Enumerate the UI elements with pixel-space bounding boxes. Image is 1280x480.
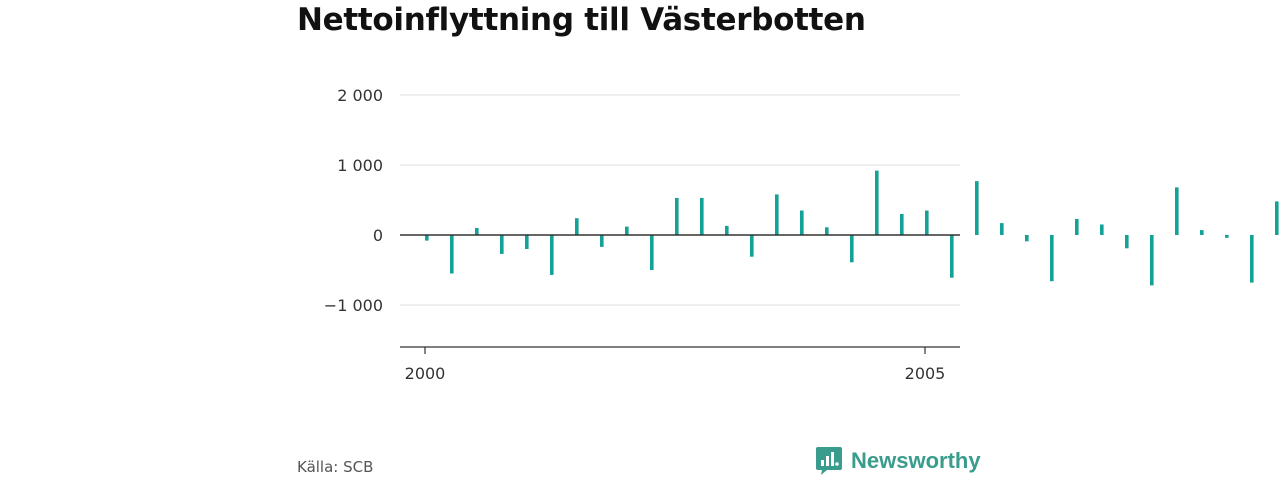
newsworthy-logo-icon [816, 447, 842, 475]
source-note: Källa: SCB [297, 458, 374, 476]
bar [1200, 230, 1204, 235]
y-tick-label: 1 000 [337, 156, 383, 175]
brand-name: Newsworthy [851, 448, 981, 473]
bar [850, 235, 854, 263]
bar [775, 194, 779, 235]
bar-series [425, 170, 1279, 286]
y-tick-label: 0 [373, 226, 383, 245]
bar [750, 235, 754, 257]
y-axis-labels: 2 000 1 000 0 −1 000 [324, 86, 383, 315]
bar [1125, 235, 1129, 249]
bar [1000, 223, 1004, 235]
bar [575, 218, 579, 235]
bar [1025, 235, 1029, 242]
bar [675, 197, 679, 235]
bar [425, 235, 429, 241]
bar [925, 210, 929, 235]
bar [1075, 218, 1079, 235]
bar [1050, 235, 1054, 282]
bar [650, 235, 654, 270]
bar [800, 210, 804, 235]
bar [450, 235, 454, 274]
bar [900, 214, 904, 235]
bar [1275, 201, 1279, 235]
x-tick-label: 2005 [905, 364, 946, 383]
bar [825, 227, 829, 235]
chart-title: Nettoinflyttning till Västerbotten [297, 2, 866, 38]
bar [525, 235, 529, 249]
y-tick-label: −1 000 [324, 296, 383, 315]
bar [475, 228, 479, 235]
gridlines [400, 94, 960, 306]
brand-logo[interactable]: Newsworthy [815, 446, 981, 476]
y-tick-label: 2 000 [337, 86, 383, 105]
bar [1225, 235, 1229, 238]
bar [875, 170, 879, 235]
bar [550, 235, 554, 275]
bar [700, 197, 704, 235]
x-axis-labels: 200020052010201520202025 [405, 347, 946, 383]
bar [1150, 235, 1154, 286]
bar [500, 235, 504, 254]
bar [1100, 224, 1104, 235]
bar [1250, 235, 1254, 283]
bar [725, 225, 729, 235]
x-tick-label: 2000 [405, 364, 446, 383]
bar [625, 226, 629, 235]
bar [1175, 187, 1179, 235]
bar [950, 235, 954, 278]
bar [600, 235, 604, 247]
bar [975, 181, 979, 235]
